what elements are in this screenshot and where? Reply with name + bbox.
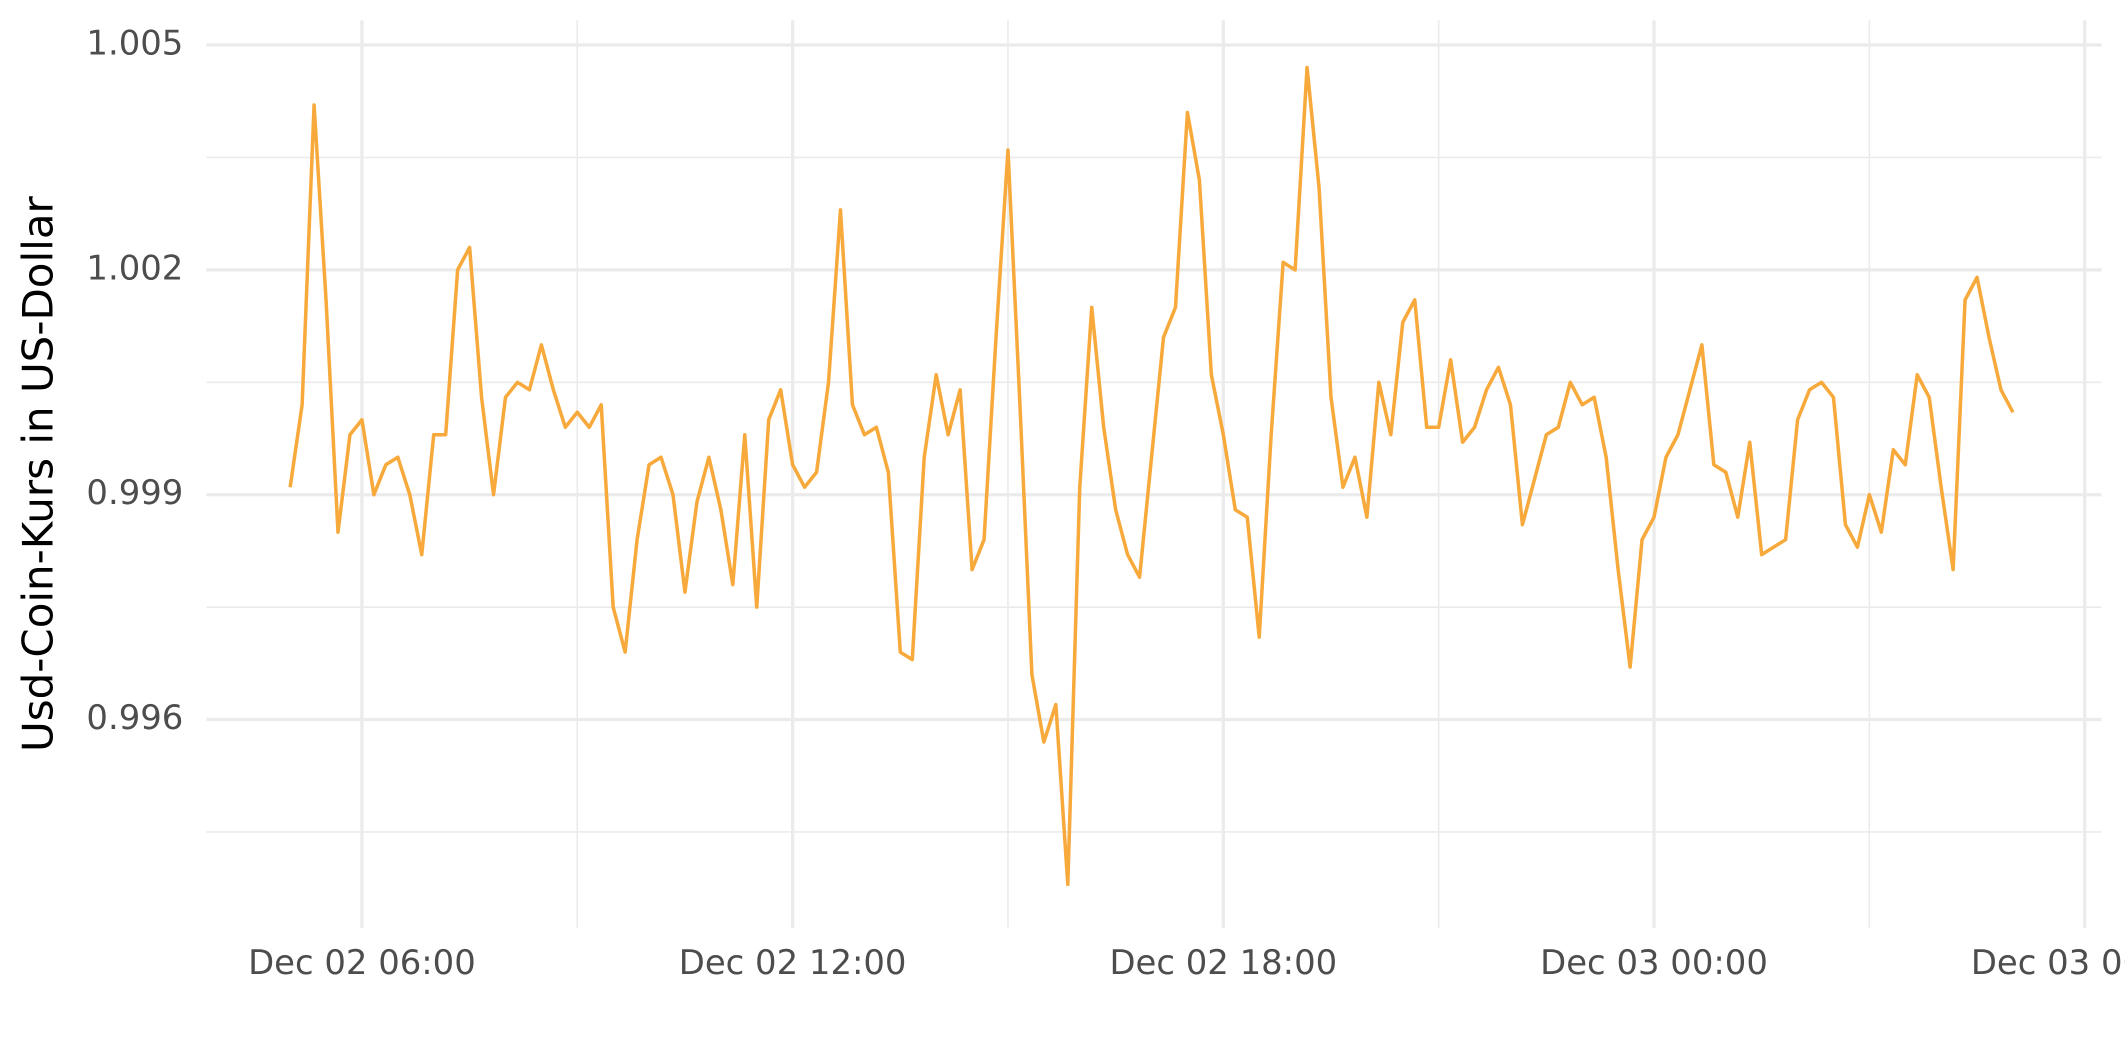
y-tick-label: 0.999: [86, 473, 183, 512]
x-tick-label: Dec 03 06:00: [1971, 943, 2125, 982]
x-tick-label: Dec 02 12:00: [679, 943, 907, 982]
y-tick-label: 1.002: [86, 248, 183, 287]
x-tick-label: Dec 03 00:00: [1540, 943, 1768, 982]
y-tick-label: 1.005: [86, 24, 183, 63]
x-tick-label: Dec 02 18:00: [1109, 943, 1337, 982]
y-tick-label: 0.996: [86, 698, 183, 737]
price-line: [288, 65, 2015, 887]
y-axis-label: Usd-Coin-Kurs in US-Dollar: [14, 195, 63, 752]
x-tick-label: Dec 02 06:00: [248, 943, 476, 982]
